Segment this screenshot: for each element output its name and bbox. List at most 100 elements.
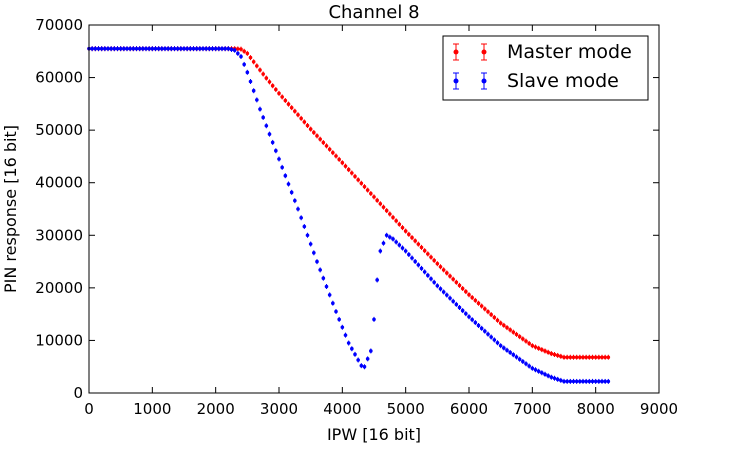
data-point xyxy=(524,339,528,343)
chart-title: Channel 8 xyxy=(328,2,419,23)
data-point xyxy=(220,46,224,51)
data-point xyxy=(603,379,607,384)
data-point xyxy=(584,355,588,360)
data-point xyxy=(552,352,557,357)
data-point xyxy=(438,264,443,269)
data-point xyxy=(574,355,579,360)
data-point xyxy=(422,248,427,253)
data-point xyxy=(359,181,364,186)
data-point xyxy=(156,46,161,51)
x-tick-label: 8000 xyxy=(577,400,615,418)
data-point xyxy=(375,198,379,203)
data-point xyxy=(343,164,348,168)
data-point xyxy=(166,46,170,51)
data-point xyxy=(312,130,316,135)
data-point xyxy=(502,346,506,350)
data-point xyxy=(426,252,430,256)
data-point xyxy=(334,154,338,158)
y-tick-label: 60000 xyxy=(35,69,83,87)
data-point xyxy=(540,347,544,352)
data-point xyxy=(99,46,104,51)
data-point xyxy=(106,46,110,51)
data-point xyxy=(372,195,376,199)
data-point xyxy=(470,295,474,300)
data-point xyxy=(242,49,246,54)
data-point xyxy=(533,345,538,349)
data-point xyxy=(470,317,474,322)
data-point xyxy=(308,242,313,246)
data-point xyxy=(337,157,341,162)
data-point xyxy=(327,147,332,152)
data-point xyxy=(141,46,145,51)
data-point xyxy=(445,293,449,297)
data-point xyxy=(410,235,414,240)
data-point xyxy=(261,115,265,120)
data-point xyxy=(305,123,310,128)
data-point xyxy=(362,364,367,369)
data-point xyxy=(118,46,123,51)
data-point xyxy=(489,312,493,317)
y-axis-title: PIN response [16 bit] xyxy=(1,125,20,293)
data-point xyxy=(587,379,592,384)
x-tick-label: 6000 xyxy=(450,400,488,418)
data-point xyxy=(527,364,531,368)
legend-entry: Slave mode xyxy=(453,70,619,92)
data-point xyxy=(258,107,262,111)
data-point xyxy=(169,46,174,51)
data-point xyxy=(590,355,595,360)
data-point xyxy=(318,137,322,141)
data-point xyxy=(232,48,237,53)
data-point xyxy=(559,378,563,383)
data-point xyxy=(514,332,519,337)
data-point xyxy=(473,320,478,325)
data-point xyxy=(562,379,566,384)
data-point xyxy=(400,225,405,230)
data-point xyxy=(543,372,547,377)
data-point xyxy=(521,359,525,364)
data-point xyxy=(122,46,126,51)
plot-frame xyxy=(88,24,660,394)
data-point xyxy=(603,355,607,360)
data-point xyxy=(448,296,452,300)
data-point xyxy=(397,243,402,247)
data-point xyxy=(236,51,240,56)
data-point xyxy=(239,47,243,51)
legend: Master mode Slave mode xyxy=(442,35,649,101)
data-point xyxy=(356,178,360,182)
data-point xyxy=(467,292,471,297)
data-point xyxy=(223,46,227,51)
data-point xyxy=(267,80,272,84)
data-point xyxy=(251,60,256,64)
data-point xyxy=(441,290,446,294)
data-point xyxy=(337,317,341,322)
data-point xyxy=(498,343,503,348)
data-point xyxy=(574,379,579,384)
data-point xyxy=(451,277,455,281)
data-point xyxy=(426,273,430,278)
x-tick-label: 4000 xyxy=(323,400,361,418)
data-point xyxy=(549,375,554,380)
data-point xyxy=(407,232,411,237)
data-point xyxy=(479,304,484,308)
data-point xyxy=(204,46,208,51)
data-point xyxy=(432,280,436,285)
data-point xyxy=(476,301,481,306)
data-point xyxy=(375,278,379,282)
data-point xyxy=(327,293,332,297)
data-point xyxy=(289,105,294,110)
data-point xyxy=(581,379,585,384)
data-point xyxy=(369,349,373,353)
data-point xyxy=(378,201,383,206)
data-point xyxy=(270,140,275,145)
data-point xyxy=(340,160,345,165)
data-point xyxy=(546,350,550,355)
data-point xyxy=(403,229,408,233)
data-point xyxy=(261,72,265,76)
data-point xyxy=(188,46,193,51)
data-point xyxy=(125,46,129,51)
data-point xyxy=(527,341,531,346)
data-point xyxy=(429,255,433,259)
data-point xyxy=(305,233,310,238)
data-point xyxy=(201,46,205,51)
